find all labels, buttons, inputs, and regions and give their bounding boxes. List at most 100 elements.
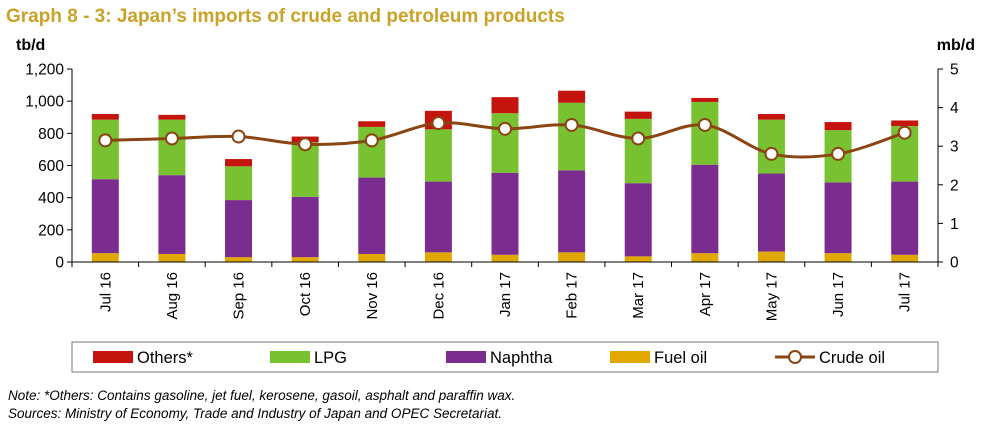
x-tick-label: Jan 17 (497, 272, 514, 317)
crude-oil-point (764, 146, 779, 161)
bar-naphtha (624, 183, 652, 257)
y-tick-label-right: 3 (950, 139, 959, 156)
bar-fuel-oil (624, 256, 652, 262)
bar-fuel-oil (558, 252, 586, 262)
bar-naphtha (158, 175, 186, 254)
x-tick-label: Dec 16 (430, 272, 447, 320)
bar-lpg (225, 166, 253, 201)
y-tick-label-left: 1,200 (25, 62, 64, 79)
legend-marker-crude-oil (788, 350, 802, 364)
legend: Others* LPG Naphtha Fuel oil Crude oil (71, 341, 939, 373)
bar-others (691, 97, 719, 102)
chart-title: Graph 8 - 3: Japan’s imports of crude an… (6, 6, 565, 27)
bar-others (891, 120, 919, 127)
crude-oil-point (897, 125, 912, 140)
bar-fuel-oil (491, 254, 519, 262)
crude-oil-point (298, 137, 313, 152)
crude-oil-point (98, 133, 113, 148)
bar-others (91, 114, 119, 120)
bar-naphtha (225, 200, 253, 258)
legend-label-fuel-oil: Fuel oil (654, 349, 707, 367)
bar-fuel-oil (358, 253, 386, 262)
bar-fuel-oil (757, 251, 785, 262)
bar-naphtha (824, 182, 852, 254)
y-tick-label-left: 200 (38, 222, 64, 239)
bar-lpg (424, 129, 452, 182)
bar-others (358, 121, 386, 127)
x-tick-label: Jul 16 (97, 272, 114, 312)
y-tick-label-left: 600 (38, 158, 64, 175)
bar-group (91, 90, 919, 262)
x-tick-label: Oct 16 (297, 272, 314, 316)
bar-fuel-oil (291, 257, 319, 262)
crude-oil-point (231, 129, 246, 144)
y-tick-label-right: 0 (950, 255, 959, 272)
x-tick-label: Feb 17 (564, 272, 581, 319)
note-text: Note: *Others: Contains gasoline, jet fu… (8, 388, 516, 403)
bar-fuel-oil (424, 252, 452, 262)
crude-oil-point (697, 117, 712, 132)
bar-naphtha (891, 181, 919, 255)
bar-others (824, 122, 852, 131)
bar-lpg (624, 118, 652, 184)
bar-others (757, 114, 785, 120)
legend-label-others: Others* (137, 349, 194, 367)
x-tick-label: Mar 17 (630, 272, 647, 319)
bar-fuel-oil (891, 254, 919, 262)
sources-text: Sources: Ministry of Economy, Trade and … (8, 406, 502, 421)
y-tick-label-right: 2 (950, 177, 959, 194)
x-tick-label: Jul 17 (897, 272, 914, 312)
bar-naphtha (558, 170, 586, 253)
crude-oil-point (164, 131, 179, 146)
legend-swatch-fuel-oil (610, 351, 650, 363)
bar-others (624, 111, 652, 119)
legend-swatch-others (93, 351, 133, 363)
legend-label-crude-oil: Crude oil (819, 349, 885, 367)
bar-lpg (558, 102, 586, 171)
bar-naphtha (491, 172, 519, 255)
bar-lpg (91, 119, 119, 180)
bar-fuel-oil (225, 257, 253, 262)
crude-oil-point (831, 146, 846, 161)
y-tick-label-left: 400 (38, 190, 64, 207)
y-tick-label-right: 4 (950, 100, 959, 117)
bar-others (558, 90, 586, 103)
y-tick-label-left: 1,000 (25, 94, 64, 111)
crude-oil-point (564, 117, 579, 132)
crude-oil-point (498, 121, 512, 136)
bar-fuel-oil (158, 253, 186, 262)
bar-fuel-oil (824, 253, 852, 262)
x-tick-label: Aug 16 (164, 272, 181, 320)
bar-fuel-oil (91, 253, 119, 262)
legend-label-naphtha: Naphtha (490, 349, 553, 367)
bar-others (158, 114, 186, 120)
y-axis-right-label: mb/d (937, 37, 975, 54)
crude-oil-point (431, 116, 446, 131)
x-tick-label: Nov 16 (364, 272, 381, 320)
bar-others (491, 97, 519, 114)
x-tick-label: Jun 17 (830, 272, 847, 317)
bar-naphtha (757, 173, 785, 252)
legend-swatch-naphtha (446, 351, 486, 363)
x-tick-label: Apr 17 (697, 272, 714, 316)
bar-fuel-oil (691, 253, 719, 262)
bar-naphtha (291, 196, 319, 258)
bar-lpg (291, 142, 319, 197)
x-tick-label: Sep 16 (231, 272, 248, 320)
legend-swatch-lpg (270, 351, 310, 363)
crude-oil-point (631, 131, 646, 146)
bar-naphtha (91, 179, 119, 254)
chart-area: tb/d mb/d 0 200 400 600 800 1,000 1,200 0 1 2 3 4 5 Jul… (16, 37, 975, 373)
y-axis-left-label: tb/d (16, 37, 45, 54)
bar-lpg (158, 119, 186, 176)
crude-oil-point (364, 133, 379, 148)
legend-label-lpg: LPG (314, 349, 347, 367)
y-tick-label-left: 800 (38, 126, 64, 143)
bar-naphtha (691, 164, 719, 254)
x-tick-label: May 17 (763, 272, 780, 321)
y-tick-label-right: 5 (950, 62, 959, 79)
bar-naphtha (358, 177, 386, 254)
bar-others (225, 159, 253, 167)
y-tick-label-right: 1 (950, 216, 959, 233)
y-tick-label-left: 0 (55, 255, 64, 272)
